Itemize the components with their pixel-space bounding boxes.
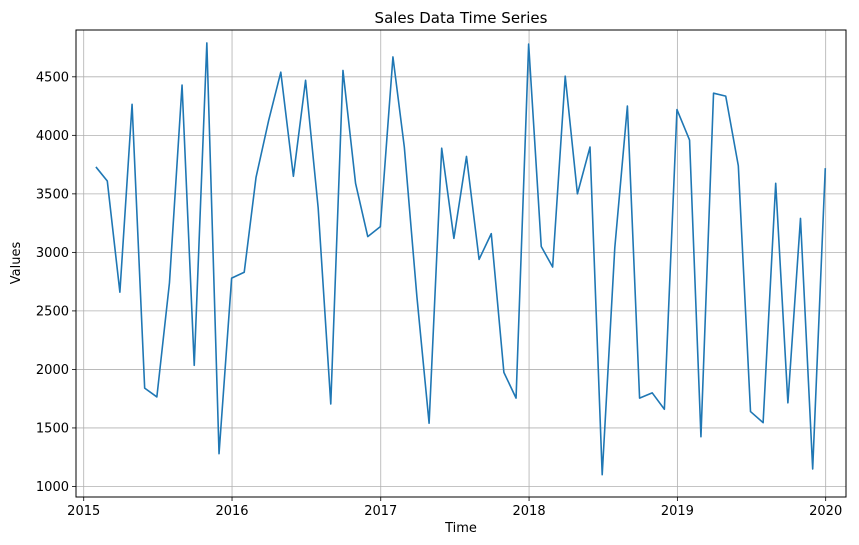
x-axis: 2015 2016 2017 2018 2019 2020	[67, 497, 842, 519]
y-tick-label: 2500	[36, 304, 69, 319]
y-tick-label: 3500	[36, 187, 69, 202]
plot-area	[75, 29, 847, 498]
y-tick-label: 2000	[36, 363, 69, 378]
x-axis-label: Time	[444, 521, 477, 536]
y-tick-label: 4000	[36, 129, 69, 144]
y-axis: 1000 1500 2000 2500 3000 3500 4000 4500	[36, 70, 76, 495]
x-tick-label: 2016	[215, 504, 248, 519]
chart-title: Sales Data Time Series	[375, 9, 548, 27]
x-tick-label: 2018	[513, 504, 546, 519]
y-tick-label: 4500	[36, 70, 69, 85]
x-tick-label: 2017	[364, 504, 397, 519]
x-tick-label: 2020	[809, 504, 842, 519]
series-line	[95, 42, 827, 476]
x-tick-label: 2015	[67, 504, 100, 519]
y-axis-label: Values	[9, 242, 24, 285]
y-tick-label: 1500	[36, 421, 69, 436]
grid-lines	[76, 30, 846, 497]
y-tick-label: 1000	[36, 480, 69, 495]
y-tick-label: 3000	[36, 246, 69, 261]
x-tick-label: 2019	[661, 504, 694, 519]
